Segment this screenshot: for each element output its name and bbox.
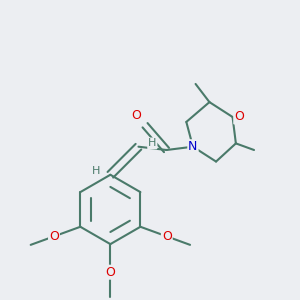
Text: H: H: [92, 167, 101, 176]
Text: O: O: [105, 266, 115, 279]
Text: O: O: [49, 230, 59, 243]
Text: N: N: [188, 140, 198, 153]
Text: H: H: [148, 138, 157, 148]
Text: O: O: [162, 230, 172, 243]
Text: O: O: [234, 110, 244, 124]
Text: O: O: [131, 110, 141, 122]
